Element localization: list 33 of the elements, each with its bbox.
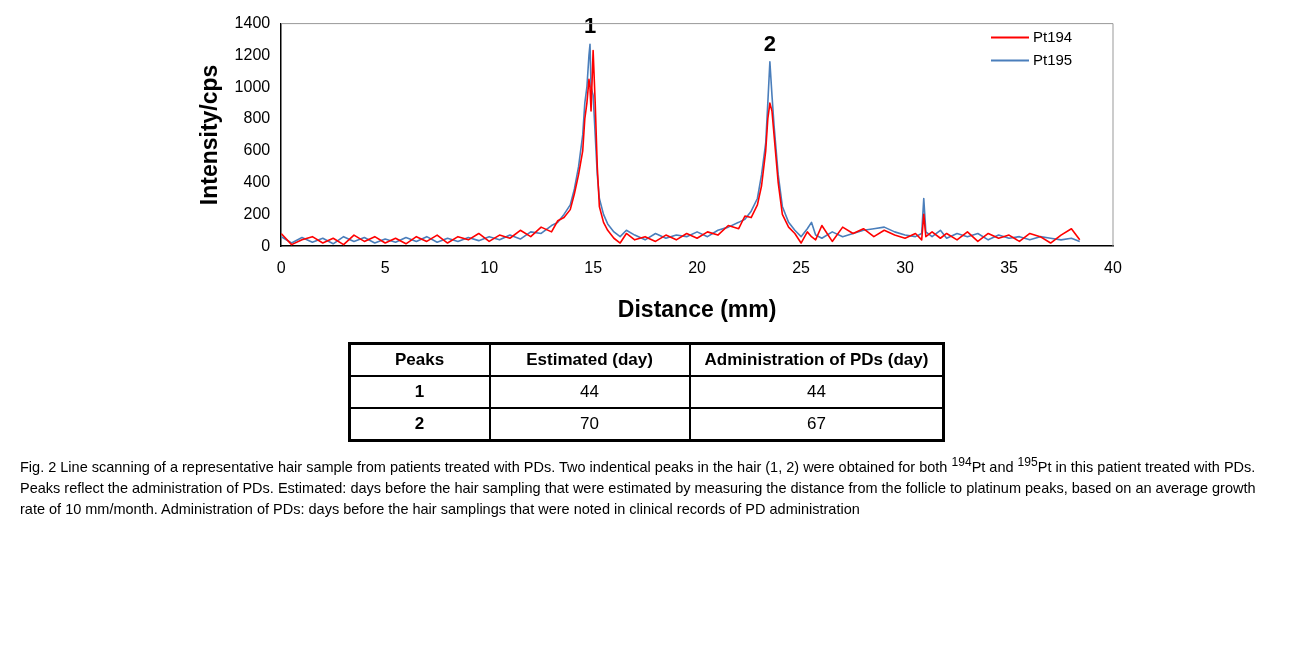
legend-label: Pt194 xyxy=(1033,27,1073,45)
y-tick-label: 600 xyxy=(243,141,271,159)
y-tick-label: 0 xyxy=(261,236,271,254)
x-tick-label: 25 xyxy=(792,259,811,277)
caption: Fig. 2 Line scanning of a representative hair sample from patients treated with PDs. Two indentical peaks in the hair (1, 2) were obtained for both $^{194}$Pt and $^{195}$Pt in this patient treated with PDs. Peaks reflect the administration of PDs. Estimated: days before the hair sampling that were estimated by measuring the distance from the follicle to platinum peaks, based on an average growth rate of 10 mm/month. Administration of PDs: days before the hair samplings that were noted in clinical records of PD administration xyxy=(20,454,1257,519)
x-tick-label: 15 xyxy=(584,259,603,277)
y-tick-label: 400 xyxy=(243,173,271,191)
x-tick-label: 0 xyxy=(276,259,286,277)
y-tick-label: 200 xyxy=(243,204,271,222)
text: Peaks xyxy=(349,343,490,376)
x-tick-label: 30 xyxy=(896,259,915,277)
y-tick-label: 1400 xyxy=(234,14,271,32)
annotation: 2 xyxy=(763,30,776,56)
y-tick-label: 1000 xyxy=(234,77,271,95)
text: Estimated (day) xyxy=(489,343,690,376)
text: 2 xyxy=(349,408,490,441)
text: 1 xyxy=(349,376,490,408)
text: Administration of PDs (day) xyxy=(689,343,944,376)
x-tick-label: 40 xyxy=(1104,259,1122,277)
x-tick-label: 5 xyxy=(380,259,390,277)
text: 70 xyxy=(489,408,690,441)
y-tick-label: 800 xyxy=(243,109,271,127)
y-axis-title: Intensity/cps xyxy=(196,64,223,206)
x-tick-label: 10 xyxy=(480,259,499,277)
text: 44 xyxy=(489,376,690,408)
annotation: 1 xyxy=(583,13,597,39)
legend-label: Pt195 xyxy=(1033,50,1073,68)
x-axis-title: Distance (mm) xyxy=(617,295,777,322)
text: 44 xyxy=(689,376,944,408)
y-tick-label: 1200 xyxy=(234,45,271,63)
text: 67 xyxy=(689,408,944,441)
x-tick-label: 35 xyxy=(1000,259,1019,277)
x-tick-label: 20 xyxy=(688,259,707,277)
